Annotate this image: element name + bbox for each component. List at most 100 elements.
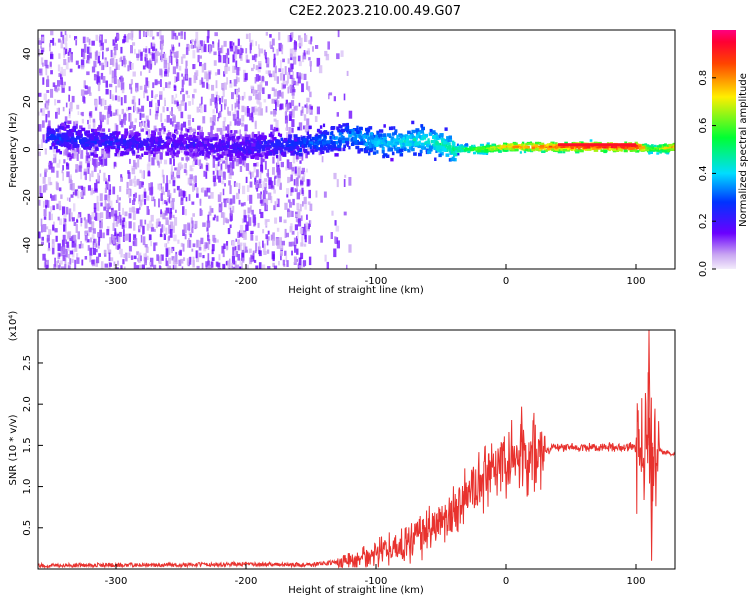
spectrogram-cell <box>301 153 304 161</box>
spectrogram-cell <box>273 265 278 269</box>
spectrogram-cell <box>167 198 170 202</box>
spectrogram-cell <box>472 147 476 151</box>
spectrogram-cell <box>419 135 423 139</box>
spectrogram-cell <box>586 145 590 149</box>
spectrogram-cell <box>188 134 193 139</box>
spectrogram-cell <box>231 141 234 145</box>
spectrogram-cell <box>306 136 310 140</box>
spectrogram-cell <box>188 126 192 131</box>
spectrogram-cell <box>81 118 84 124</box>
spectrogram-cell <box>162 87 165 91</box>
spectrogram-cell <box>420 142 425 147</box>
spectrogram-cell <box>357 150 361 154</box>
spectrogram-cell <box>457 146 461 149</box>
spectrogram-cell <box>69 258 72 265</box>
spectrogram-cell <box>413 152 417 156</box>
spectrogram-cell <box>44 133 48 141</box>
spectrogram-cell <box>191 128 196 132</box>
spectrogram-cell <box>668 145 671 148</box>
spectrogram-cell <box>223 171 226 179</box>
spectrogram-cell <box>143 256 147 266</box>
spectrogram-cell <box>285 139 289 144</box>
spectrogram-cell <box>285 147 289 151</box>
spectrogram-cell <box>290 174 293 182</box>
spectrogram-cell <box>277 141 281 145</box>
spectrogram-cell <box>50 70 53 75</box>
spectrogram-cell <box>280 137 284 142</box>
spectrogram-cell <box>38 199 41 206</box>
spectrogram-cell <box>264 202 267 212</box>
spectrogram-cell <box>90 152 95 156</box>
spectrogram-cell <box>216 148 219 152</box>
spectrogram-cell <box>75 164 79 173</box>
spectrogram-cell <box>180 149 183 153</box>
spectrogram-cell <box>282 84 286 89</box>
spectrogram-cell <box>420 145 425 150</box>
spectrogram-cell <box>254 77 257 84</box>
spectrogram-cell <box>267 58 270 64</box>
spectrogram-cell <box>152 147 155 151</box>
spectrogram-cell <box>531 146 535 150</box>
spectrogram-cell <box>386 154 390 158</box>
spectrogram-cell <box>286 143 291 148</box>
spectrogram-cell <box>123 36 127 43</box>
spectrogram-cell <box>227 137 231 142</box>
spectrogram-cell <box>113 261 116 267</box>
spectrogram-cell <box>438 134 441 139</box>
spectrogram-cell <box>65 102 68 108</box>
spectrogram-cell <box>56 163 60 168</box>
spectrogram-cell <box>519 146 523 149</box>
spectrogram-cell <box>179 137 184 141</box>
spectrogram-cell <box>65 43 68 51</box>
spectrogram-cell <box>223 40 227 47</box>
spectrogram-cell <box>116 131 121 135</box>
spectrogram-cell <box>281 68 284 75</box>
spectrogram-cell <box>192 64 196 69</box>
spectrogram-cell <box>187 44 190 51</box>
spectrogram-cell <box>193 143 197 147</box>
spectrogram-cell <box>393 145 396 149</box>
spectrogram-cell <box>415 142 420 146</box>
spectrogram-cell <box>222 121 226 128</box>
spectrogram-cell <box>268 177 272 186</box>
spectrogram-cell <box>287 139 291 144</box>
spectrogram-cell <box>104 140 108 145</box>
spectrogram-cell <box>72 191 75 195</box>
spectrogram-cell <box>473 144 476 148</box>
spectrogram-cell <box>238 199 241 205</box>
spectrogram-cell <box>303 143 307 148</box>
spectrogram-cell <box>128 252 131 258</box>
spectrogram-cell <box>61 134 65 139</box>
spectrogram-cell <box>396 146 401 151</box>
spectrogram-cell <box>237 130 240 134</box>
spectrogram-cell <box>168 55 172 64</box>
spectrogram-cell <box>60 66 63 75</box>
spectrogram-cell <box>129 62 132 70</box>
spectrogram-cell <box>216 108 218 114</box>
spectrogram-cell <box>226 48 230 56</box>
spectrogram-cell <box>279 92 282 97</box>
spectrogram-cell <box>161 122 164 127</box>
spectrogram-cell <box>190 153 193 157</box>
spectrogram-cell <box>435 149 438 153</box>
spectrogram-cell <box>225 245 228 251</box>
spectrogram-cell <box>197 148 201 152</box>
spectrogram-cell <box>264 152 269 156</box>
spectrogram-cell <box>612 148 616 152</box>
spectrogram-cell <box>247 214 250 218</box>
spectrogram-cell <box>348 145 351 150</box>
spectrogram-cell <box>308 85 310 92</box>
spectrogram-cell <box>229 207 232 216</box>
spectrogram-cell <box>212 109 215 114</box>
spectrogram-cell <box>119 77 122 81</box>
spectrogram-cell <box>219 192 222 196</box>
spectrogram-cell <box>224 183 226 187</box>
spectrogram-cell <box>231 210 233 216</box>
spectrogram-cell <box>141 144 144 148</box>
spectrogram-cell <box>80 217 83 223</box>
spectrogram-cell <box>324 130 328 134</box>
spectrogram-cell <box>180 242 183 247</box>
spectrogram-cell <box>284 111 287 116</box>
spectrogram-cell <box>227 144 231 149</box>
